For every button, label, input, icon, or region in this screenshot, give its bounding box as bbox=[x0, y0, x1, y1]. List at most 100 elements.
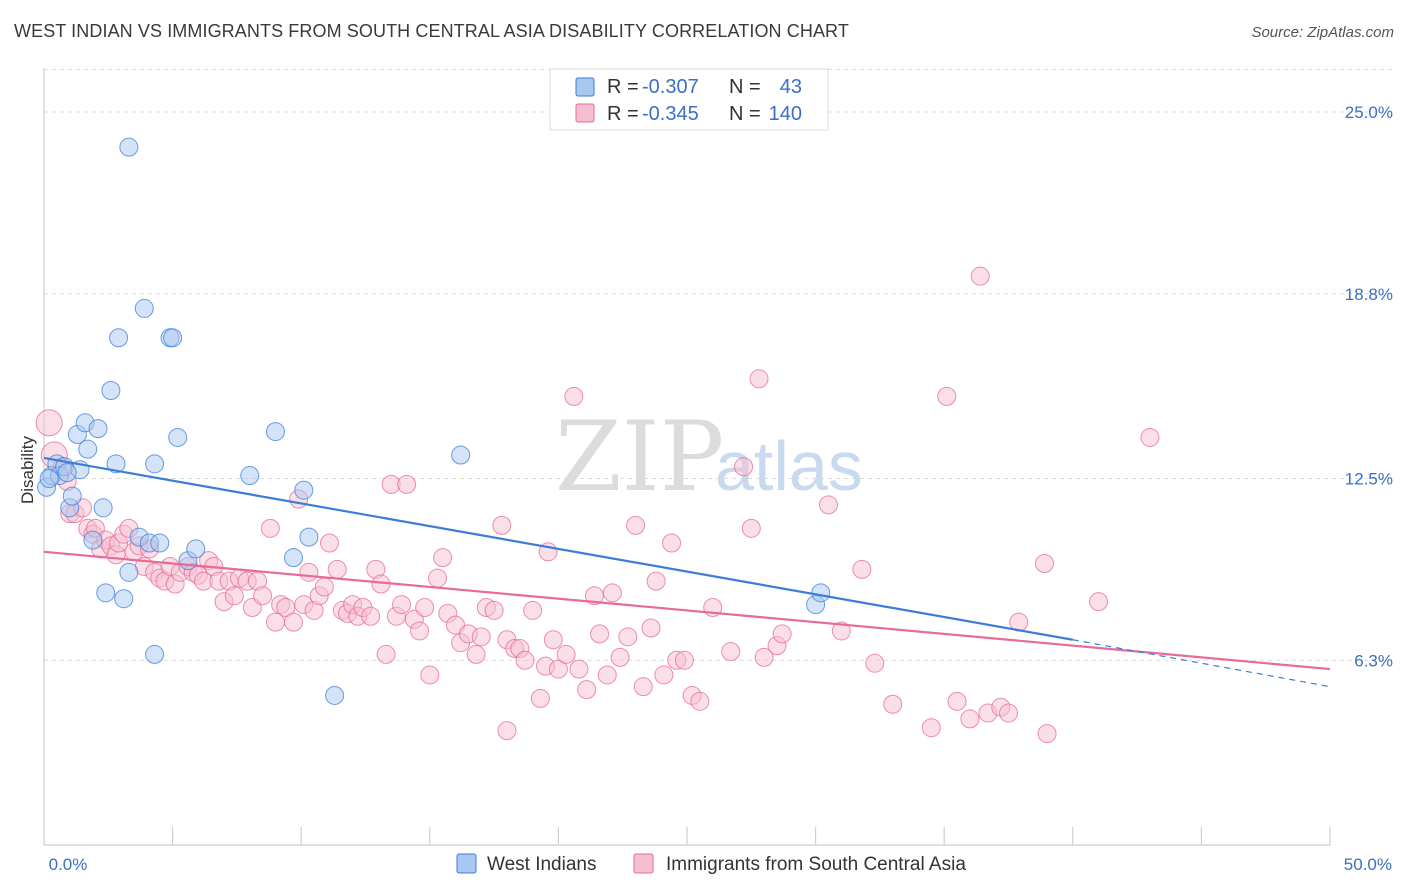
south-central-asia-point bbox=[420, 665, 440, 685]
south-central-asia-point bbox=[415, 598, 435, 618]
south-central-asia-point bbox=[299, 562, 319, 582]
south-central-asia-point bbox=[654, 665, 674, 685]
south-central-asia-point bbox=[610, 647, 630, 667]
south-central-asia-point bbox=[633, 677, 653, 697]
x-tick-label-min: 0.0% bbox=[49, 855, 88, 874]
west-indians-point bbox=[78, 439, 98, 459]
y-tick-label: 12.5% bbox=[1345, 469, 1393, 488]
west-indians-point bbox=[39, 468, 59, 488]
west-indians-point bbox=[163, 328, 183, 348]
west-indians-point bbox=[106, 454, 126, 474]
legend-swatch-south-central-asia bbox=[575, 103, 595, 123]
legend-n-value-2: 140 bbox=[769, 103, 802, 125]
bottom-legend-label-south-central-asia: Immigrants from South Central Asia bbox=[666, 854, 966, 875]
west-indians-point bbox=[96, 583, 116, 603]
south-central-asia-point bbox=[471, 627, 491, 647]
west-indians-point bbox=[134, 298, 154, 318]
x-ticks bbox=[172, 827, 1331, 845]
legend-swatch-west-indians bbox=[575, 77, 595, 97]
south-central-asia-point bbox=[818, 495, 838, 515]
south-central-asia-point bbox=[1140, 427, 1160, 447]
legend-box bbox=[549, 68, 829, 131]
south-central-asia-point bbox=[556, 644, 576, 664]
south-central-asia-point bbox=[515, 650, 535, 670]
south-central-asia-point bbox=[484, 600, 504, 620]
west-indians-point bbox=[88, 419, 108, 439]
south-central-asia-point bbox=[327, 559, 347, 579]
west-indians-point bbox=[101, 381, 121, 401]
west-indians-point bbox=[451, 445, 471, 465]
bottom-legend-swatch-south-central-asia bbox=[633, 853, 654, 874]
legend-n-label-2: N = bbox=[729, 103, 761, 125]
south-central-asia-point bbox=[937, 386, 957, 406]
trend-lines bbox=[43, 456, 1331, 688]
south-central-asia-point bbox=[397, 474, 417, 494]
trend-line-west-indians-extension bbox=[1072, 639, 1331, 688]
west-indians-point bbox=[299, 527, 319, 547]
west-indians-point bbox=[93, 498, 113, 518]
west-indians-point bbox=[265, 422, 285, 442]
y-tick-label: 6.3% bbox=[1354, 651, 1393, 670]
west-indians-point bbox=[325, 685, 345, 705]
south-central-asia-point bbox=[492, 515, 512, 535]
south-central-asia-point bbox=[283, 612, 303, 632]
legend-r-value-2: -0.345 bbox=[642, 103, 699, 125]
south-central-asia-point bbox=[721, 641, 741, 661]
south-central-asia-point bbox=[523, 600, 543, 620]
west-indians-point bbox=[150, 533, 170, 553]
south-central-asia-point bbox=[597, 665, 617, 685]
south-central-asia-point bbox=[1035, 554, 1055, 574]
south-central-asia-point bbox=[618, 627, 638, 647]
south-central-asia-point bbox=[970, 266, 990, 286]
south-central-asia-point bbox=[543, 630, 563, 650]
south-central-asia-point bbox=[749, 369, 769, 389]
y-tick-labels: 6.3% 12.5% 18.8% 25.0% bbox=[1345, 103, 1393, 670]
bottom-legend-swatch-west-indians bbox=[456, 853, 477, 874]
south-central-asia-point bbox=[428, 568, 448, 588]
south-central-asia-point bbox=[224, 586, 244, 606]
south-central-asia-point bbox=[253, 586, 273, 606]
x-tick-label-max: 50.0% bbox=[1344, 855, 1392, 874]
trend-line-west-indians bbox=[43, 456, 1073, 641]
chart-title: WEST INDIAN VS IMMIGRANTS FROM SOUTH CEN… bbox=[14, 21, 849, 41]
west-indians-point bbox=[186, 539, 206, 559]
south-central-asia-point bbox=[466, 644, 486, 664]
south-central-asia-point bbox=[35, 409, 63, 437]
west-indians-point bbox=[145, 644, 165, 664]
legend-n-value-1: 43 bbox=[780, 76, 802, 98]
south-central-asia-point bbox=[1089, 592, 1109, 612]
west-indians-point bbox=[114, 589, 134, 609]
south-central-asia-point bbox=[772, 624, 792, 644]
south-central-asia-point bbox=[641, 618, 661, 638]
south-central-asia-point bbox=[577, 680, 597, 700]
west-indians-point bbox=[57, 463, 77, 483]
south-central-asia-point bbox=[947, 691, 967, 711]
west-indians-point bbox=[240, 466, 260, 486]
west-indians-point bbox=[109, 328, 129, 348]
south-central-asia-point bbox=[626, 515, 646, 535]
south-central-asia-point bbox=[921, 718, 941, 738]
west-indians-point bbox=[145, 454, 165, 474]
south-central-asia-point bbox=[852, 559, 872, 579]
south-central-asia-point bbox=[741, 518, 761, 538]
west-indians-point bbox=[119, 137, 139, 157]
south-central-asia-point bbox=[564, 386, 584, 406]
west-indians-point bbox=[294, 480, 314, 500]
south-central-asia-point bbox=[361, 606, 381, 626]
south-central-asia-point bbox=[260, 518, 280, 538]
west-indians-point bbox=[283, 548, 303, 568]
south-central-asia-point bbox=[646, 571, 666, 591]
south-central-asia-point bbox=[602, 583, 622, 603]
south-central-asia-point bbox=[497, 721, 517, 741]
correlation-legend: R = -0.307 N = 43 R = -0.345 N = 140 bbox=[549, 68, 829, 131]
south-central-asia-point bbox=[831, 621, 851, 641]
west-indians-point bbox=[168, 427, 188, 447]
west-indians-point bbox=[119, 562, 139, 582]
south-central-asia-point bbox=[319, 533, 339, 553]
south-central-asia-point bbox=[754, 647, 774, 667]
south-central-asia-point bbox=[734, 457, 754, 477]
trend-line-south-central-asia bbox=[43, 550, 1331, 671]
south-central-asia-point bbox=[999, 703, 1018, 723]
watermark-zip: ZIP bbox=[555, 401, 724, 513]
series-legend: West Indians Immigrants from South Centr… bbox=[456, 853, 966, 875]
